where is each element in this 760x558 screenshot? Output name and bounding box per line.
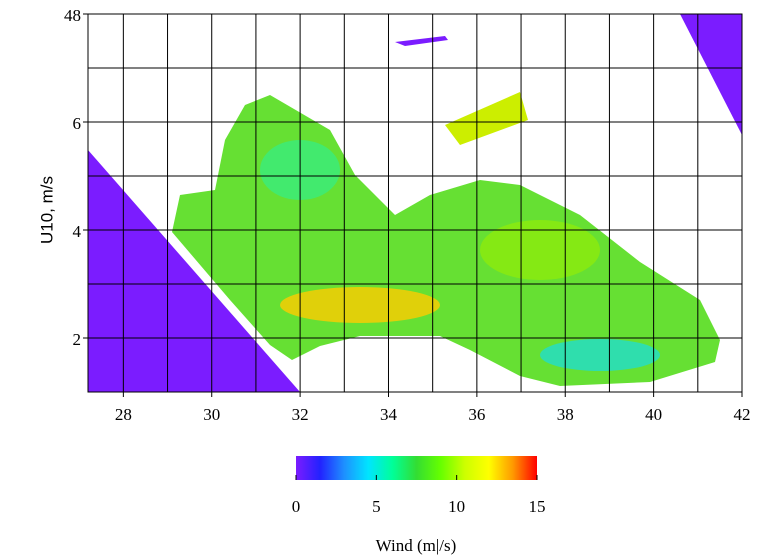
y-tick-label: 4 [73, 222, 82, 241]
land-mask [88, 150, 300, 392]
colorbar-label: Wind (m|/s) [376, 536, 457, 555]
colorbar [296, 456, 537, 480]
x-tick-label: 36 [468, 405, 485, 424]
colorbar-tick-label: 10 [448, 497, 465, 516]
x-tick-label: 42 [734, 405, 751, 424]
y-tick-label: 48 [64, 6, 81, 25]
colorbar-tick-label: 5 [372, 497, 381, 516]
land-mask [395, 36, 448, 46]
wind-patch [280, 287, 440, 323]
x-tick-label: 30 [203, 405, 220, 424]
colorbar-tick-label: 0 [292, 497, 301, 516]
colorbar-tick-label: 15 [529, 497, 546, 516]
y-tick-label: 6 [73, 114, 82, 133]
wind-patch [540, 339, 660, 371]
y-tick-label: 2 [73, 330, 82, 349]
y-axis-label: U10, m/s [37, 176, 56, 244]
x-tick-label: 28 [115, 405, 132, 424]
wind-patch [480, 220, 600, 280]
x-tick-label: 32 [292, 405, 309, 424]
x-tick-label: 38 [557, 405, 574, 424]
x-tick-label: 40 [645, 405, 662, 424]
azov-wind-field [445, 92, 528, 145]
map-field [88, 14, 742, 392]
land-mask [680, 14, 742, 135]
x-tick-label: 34 [380, 405, 398, 424]
